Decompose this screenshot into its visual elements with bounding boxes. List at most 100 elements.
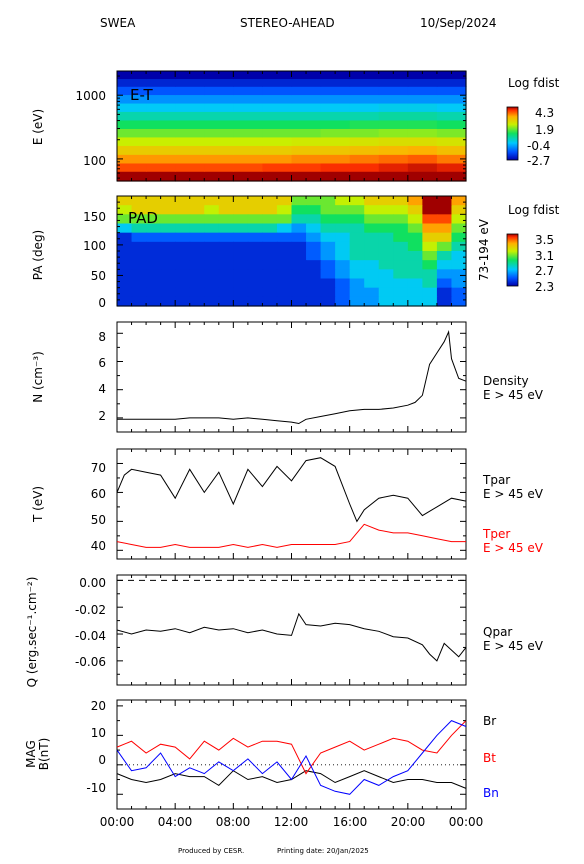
energy-time-cell <box>291 162 322 172</box>
pitch-angle-cell <box>378 251 394 261</box>
energy-time-cell <box>175 136 205 146</box>
energy-time-cell <box>436 86 467 96</box>
pitch-angle-cell <box>146 232 162 243</box>
energy-time-cell <box>349 94 380 104</box>
pitch-angle-cell <box>306 269 322 280</box>
temperature-tick-40: 40 <box>91 539 106 553</box>
pitch-angle-cell <box>262 251 278 261</box>
pitch-angle-cell <box>364 278 380 289</box>
energy-time-cell <box>349 119 380 129</box>
energy-time-cell <box>146 162 176 172</box>
header-date: 10/Sep/2024 <box>420 16 497 30</box>
pitch-angle-cell <box>422 269 438 280</box>
pitch-angle-cell <box>451 196 467 206</box>
pitch-angle-cell <box>320 214 336 225</box>
pitch-angle-cell <box>146 287 162 298</box>
pitch-angle-cell <box>436 223 453 234</box>
pitch-angle-cell <box>218 241 234 252</box>
pitch-angle-cell <box>306 214 322 225</box>
pitch-angle-cell <box>306 251 322 261</box>
energy-time-cell <box>407 162 438 172</box>
bt-legend: Bt <box>483 751 496 765</box>
pitch-angle-cell <box>218 269 234 280</box>
panel-density: 8 6 4 2 N (cm⁻³) Density E > 45 eV <box>31 321 544 433</box>
pitch-angle-cell <box>422 214 438 225</box>
pitch-angle-cell <box>189 269 205 280</box>
pitch-angle-cell <box>247 232 264 243</box>
pitch-angle-cell <box>335 287 351 298</box>
energy-time-cell <box>204 111 234 121</box>
pitch-angle-cell <box>189 205 205 215</box>
pitch-angle-cell <box>175 232 191 243</box>
pitch-angle-cell <box>291 251 307 261</box>
energy-time-cell <box>117 86 147 96</box>
pitch-angle-cell <box>262 205 278 215</box>
energy-time-cell <box>233 119 264 129</box>
pitch-angle-cell <box>247 241 264 252</box>
pitch-angle-cell <box>393 296 409 307</box>
pitch-angle-cell <box>276 223 293 234</box>
energy-time-cell <box>117 154 147 164</box>
pitch-angle-cell <box>378 287 394 298</box>
pitch-angle-cell <box>364 205 380 215</box>
energy-time-cell <box>407 71 438 80</box>
pitch-angle-cell <box>451 223 467 234</box>
pitch-angle-cell <box>175 278 191 289</box>
temperature-tick-70: 70 <box>91 461 106 475</box>
pitch-angle-cell <box>422 251 438 261</box>
pitch-angle-cell <box>175 296 191 307</box>
energy-time-cell <box>436 154 467 164</box>
pitch-angle-cell <box>378 296 394 307</box>
bn-line <box>116 720 467 795</box>
energy-time-cell <box>117 102 147 112</box>
pitch-angle-cell <box>306 205 322 215</box>
pitch-angle-cell <box>189 214 205 225</box>
energy-time-cell <box>233 128 264 138</box>
energy-time-cell <box>407 119 438 129</box>
energy-time-cell <box>291 171 322 182</box>
pitch-angle-cell <box>175 214 191 225</box>
pitch-angle-cell <box>117 251 133 261</box>
pitch-angle-cell <box>117 241 133 252</box>
energy-time-cell <box>291 136 322 146</box>
energy-time-cell <box>320 119 351 129</box>
colorbar2-tick-2: 2.7 <box>535 264 554 278</box>
bn-legend: Bn <box>483 786 499 800</box>
qpar-legend-range: E > 45 eV <box>483 639 544 653</box>
pitch-angle-cell <box>189 260 205 270</box>
time-axis-ticks <box>116 71 467 810</box>
qpar-line <box>116 612 467 662</box>
energy-time-cell <box>262 171 293 182</box>
energy-time-cell <box>262 154 293 164</box>
energy-time-cell <box>146 171 176 182</box>
energy-time-cell <box>407 128 438 138</box>
pitch-angle-cell <box>306 241 322 252</box>
pitch-angle-cell <box>291 269 307 280</box>
pitch-angle-cell <box>276 205 293 215</box>
energy-time-cell <box>233 102 264 112</box>
pitch-angle-cell <box>204 260 220 270</box>
pitch-angle-cell <box>378 269 394 280</box>
energy-time-cell <box>204 154 234 164</box>
panel-magnetic-field: 20 10 0 -10 B(nT) MAG Br Bt Bn 00:00 04:… <box>24 699 499 829</box>
energy-time-cell <box>320 171 351 182</box>
energy-time-cell <box>204 78 234 87</box>
pa-tick-0: 0 <box>98 296 106 310</box>
pitch-angle-cell <box>320 251 336 261</box>
pitch-angle-cell <box>276 296 293 307</box>
energy-time-cell <box>204 71 234 80</box>
pitch-angle-cell <box>117 260 133 270</box>
energy-time-cell <box>262 86 293 96</box>
energy-time-cell <box>349 162 380 172</box>
energy-time-cell <box>262 78 293 87</box>
energy-time-cell <box>262 111 293 121</box>
pitch-angle-cell <box>407 278 423 289</box>
pitch-angle-cell <box>291 296 307 307</box>
pitch-angle-cell <box>276 251 293 261</box>
energy-time-cell <box>262 162 293 172</box>
pitch-angle-cell <box>349 278 365 289</box>
pitch-angle-cell <box>117 205 133 215</box>
pitch-angle-cell <box>422 260 438 270</box>
colorbar1-tick-1: 1.9 <box>535 123 554 137</box>
qpar-legend-name: Qpar <box>483 625 512 639</box>
